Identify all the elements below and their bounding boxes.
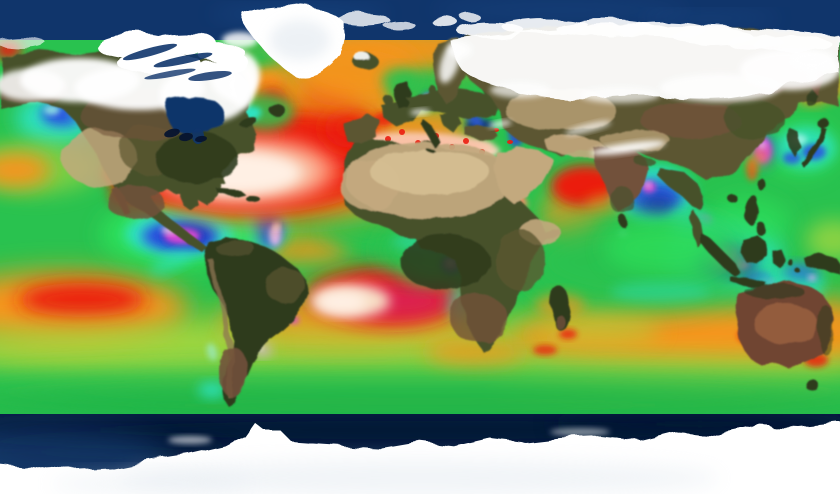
indochina xyxy=(658,168,704,210)
korea xyxy=(787,128,800,156)
himalaya-snow xyxy=(590,140,666,156)
sumatra xyxy=(700,232,740,276)
canadian-snow xyxy=(0,50,260,123)
kamchatka-snow xyxy=(808,54,816,82)
southeast-pacific xyxy=(198,343,226,398)
java xyxy=(730,276,766,288)
iceland xyxy=(352,53,378,69)
borneo xyxy=(740,234,768,266)
tasmania xyxy=(805,380,819,390)
greenland-ice-sheet xyxy=(222,4,345,77)
south-america xyxy=(204,236,309,406)
japan xyxy=(800,126,826,168)
mountain-snow xyxy=(410,40,816,156)
alps-snow xyxy=(410,108,430,116)
great-lakes xyxy=(164,128,207,143)
antarctica-ice-sheet xyxy=(0,422,840,494)
arabia xyxy=(494,146,552,204)
australia xyxy=(735,282,834,390)
arctic-channels xyxy=(122,43,232,82)
sulawesi xyxy=(772,248,784,268)
ice-layer xyxy=(0,4,840,494)
land-layer xyxy=(0,24,840,406)
new-guinea xyxy=(804,254,840,274)
madagascar xyxy=(550,285,571,331)
caucasus-snow xyxy=(488,120,512,128)
maritime-southeast-asia xyxy=(700,196,840,288)
